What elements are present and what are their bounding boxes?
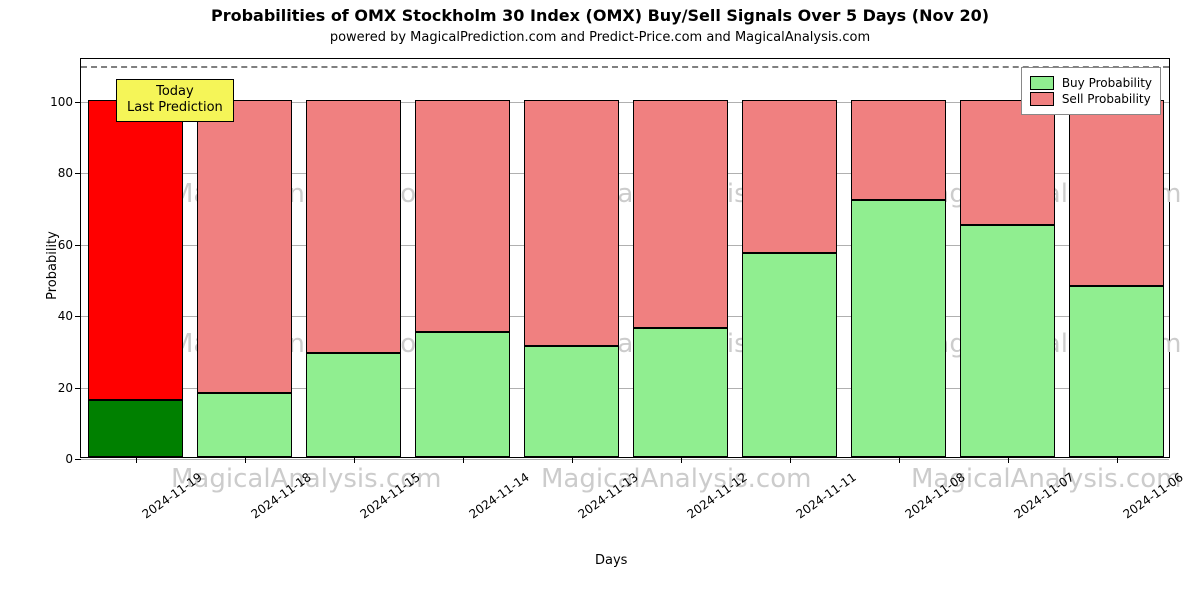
x-tick-label: 2024-11-11	[793, 470, 858, 521]
bar-sell	[306, 100, 402, 354]
bar-sell	[1069, 100, 1165, 286]
bar-buy	[415, 332, 511, 457]
x-tick-mark	[899, 457, 900, 463]
x-tick-label: 2024-11-18	[248, 470, 313, 521]
y-axis-label: Probability	[45, 231, 60, 300]
bar-sell	[415, 100, 511, 332]
bar-buy	[197, 393, 293, 457]
legend-label: Buy Probability	[1062, 76, 1152, 90]
legend-label: Sell Probability	[1062, 92, 1151, 106]
legend: Buy Probability Sell Probability	[1021, 67, 1161, 115]
bar-sell	[524, 100, 620, 346]
bar-buy	[1069, 286, 1165, 457]
legend-item: Buy Probability	[1030, 76, 1152, 90]
y-tick-mark	[75, 245, 81, 246]
bar-group	[960, 57, 1056, 457]
bar-group	[742, 57, 838, 457]
x-tick-mark	[681, 457, 682, 463]
chart-container: Probabilities of OMX Stockholm 30 Index …	[0, 0, 1200, 600]
y-tick-label: 60	[58, 238, 73, 252]
chart-title: Probabilities of OMX Stockholm 30 Index …	[0, 6, 1200, 25]
bar-sell	[88, 100, 184, 400]
bar-buy	[742, 253, 838, 457]
plot-area: MagicalAnalysis.comMagicalAnalysis.comMa…	[80, 58, 1170, 458]
chart-subtitle: powered by MagicalPrediction.com and Pre…	[0, 30, 1200, 45]
x-axis-label: Days	[595, 553, 627, 568]
y-tick-label: 20	[58, 381, 73, 395]
bar-buy	[960, 225, 1056, 457]
x-tick-mark	[463, 457, 464, 463]
x-tick-label: 2024-11-07	[1011, 470, 1076, 521]
watermark-text: MagicalAnalysis.com	[541, 464, 811, 494]
x-tick-label: 2024-11-14	[466, 470, 531, 521]
y-tick-label: 100	[50, 95, 73, 109]
y-tick-mark	[75, 459, 81, 460]
x-tick-label: 2024-11-08	[902, 470, 967, 521]
y-tick-label: 40	[58, 309, 73, 323]
y-tick-mark	[75, 316, 81, 317]
x-tick-mark	[572, 457, 573, 463]
today-callout-line2: Last Prediction	[127, 100, 223, 116]
bar-buy	[633, 328, 729, 457]
x-tick-label: 2024-11-13	[575, 470, 640, 521]
y-tick-mark	[75, 388, 81, 389]
x-tick-mark	[136, 457, 137, 463]
bar-buy	[524, 346, 620, 457]
bar-group	[1069, 57, 1165, 457]
bar-group	[633, 57, 729, 457]
today-callout: TodayLast Prediction	[116, 79, 234, 122]
bar-buy	[851, 200, 947, 457]
legend-swatch	[1030, 76, 1054, 90]
bar-buy	[88, 400, 184, 457]
bar-group	[851, 57, 947, 457]
bar-sell	[851, 100, 947, 200]
x-tick-label: 2024-11-12	[684, 470, 749, 521]
legend-item: Sell Probability	[1030, 92, 1152, 106]
x-tick-mark	[790, 457, 791, 463]
x-tick-label: 2024-11-19	[139, 470, 204, 521]
x-tick-mark	[245, 457, 246, 463]
bar-group	[306, 57, 402, 457]
x-tick-mark	[1008, 457, 1009, 463]
bar-sell	[742, 100, 838, 254]
x-tick-label: 2024-11-15	[357, 470, 422, 521]
bar-buy	[306, 353, 402, 457]
bar-sell	[197, 100, 293, 393]
x-tick-mark	[1117, 457, 1118, 463]
bar-group	[524, 57, 620, 457]
y-tick-mark	[75, 173, 81, 174]
legend-swatch	[1030, 92, 1054, 106]
y-tick-label: 0	[65, 452, 73, 466]
y-tick-mark	[75, 102, 81, 103]
bar-sell	[960, 100, 1056, 225]
bar-sell	[633, 100, 729, 329]
x-tick-label: 2024-11-06	[1120, 470, 1185, 521]
y-tick-label: 80	[58, 166, 73, 180]
x-tick-mark	[354, 457, 355, 463]
today-callout-line1: Today	[127, 84, 223, 100]
bar-group	[415, 57, 511, 457]
